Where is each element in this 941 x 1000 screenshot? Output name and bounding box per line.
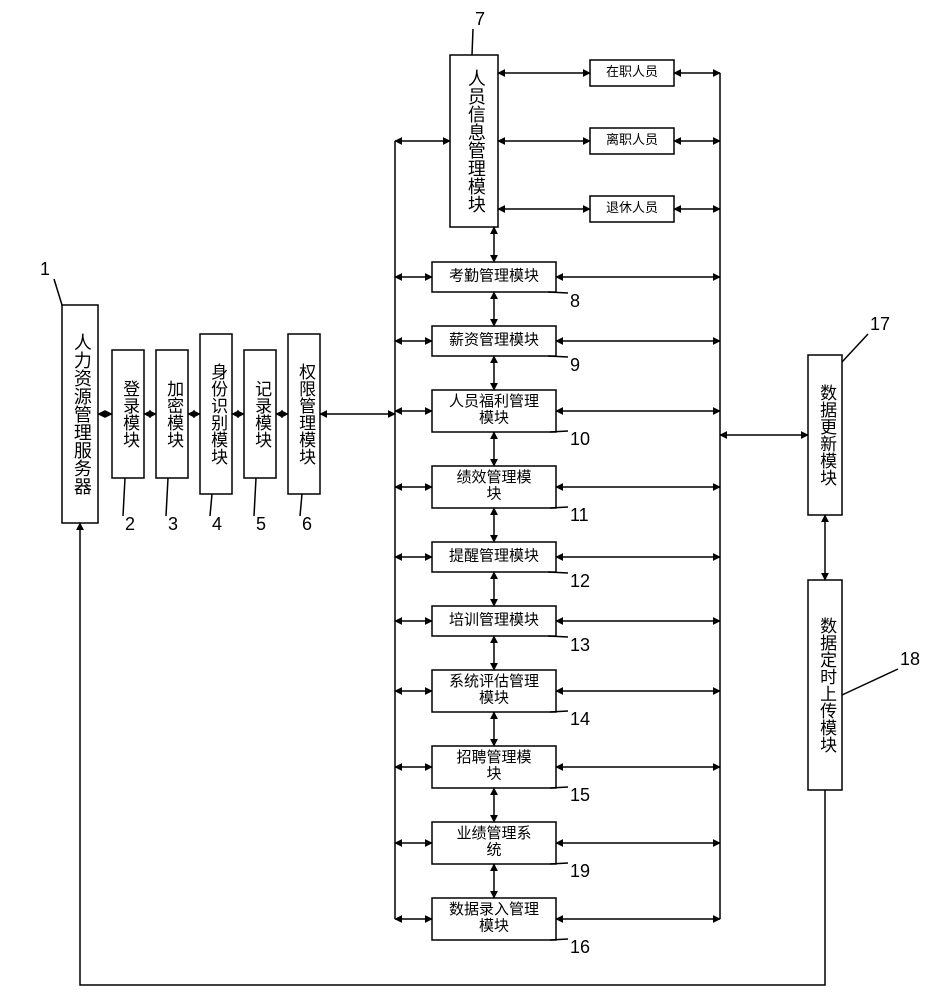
svg-text:模块: 模块 [479,918,509,935]
svg-text:权限管理模块: 权限管理模块 [296,363,316,465]
svg-text:数据定时上传模块: 数据定时上传模块 [817,617,837,753]
svg-text:5: 5 [256,514,266,534]
svg-text:11: 11 [570,505,589,525]
svg-text:块: 块 [486,766,501,783]
svg-text:17: 17 [870,314,890,334]
svg-text:2: 2 [125,514,135,534]
svg-text:薪资管理模块: 薪资管理模块 [449,331,539,348]
svg-text:模块: 模块 [479,690,509,707]
svg-text:记录模块: 记录模块 [252,380,272,448]
svg-text:数据录入管理: 数据录入管理 [449,901,539,918]
svg-text:提醒管理模块: 提醒管理模块 [449,547,539,564]
svg-text:登录模块: 登录模块 [120,380,140,448]
svg-text:15: 15 [570,785,590,805]
svg-text:在职人员: 在职人员 [606,64,658,79]
svg-text:19: 19 [570,861,590,881]
svg-text:人力资源管理服务器: 人力资源管理服务器 [72,333,92,495]
svg-text:13: 13 [570,635,590,655]
svg-text:人员信息管理模块: 人员信息管理模块 [466,69,486,213]
svg-text:退休人员: 退休人员 [606,200,658,215]
svg-text:4: 4 [212,514,222,534]
svg-text:离职人员: 离职人员 [606,132,658,147]
svg-text:业绩管理系: 业绩管理系 [456,825,531,842]
svg-text:加密模块: 加密模块 [164,380,184,448]
svg-text:10: 10 [570,429,590,449]
svg-text:6: 6 [302,514,312,534]
svg-text:考勤管理模块: 考勤管理模块 [449,267,539,284]
svg-text:12: 12 [570,571,590,591]
svg-text:绩效管理模: 绩效管理模 [456,469,531,486]
svg-text:3: 3 [168,514,178,534]
svg-text:数据更新模块: 数据更新模块 [817,384,837,486]
svg-text:9: 9 [570,355,580,375]
svg-text:统: 统 [486,842,501,859]
svg-text:培训管理模块: 培训管理模块 [449,611,539,628]
svg-text:人员福利管理: 人员福利管理 [449,393,539,410]
svg-text:16: 16 [570,937,590,957]
svg-text:身份识别模块: 身份识别模块 [208,363,228,465]
svg-text:8: 8 [570,291,580,311]
svg-text:18: 18 [900,649,920,669]
svg-text:模块: 模块 [479,410,509,427]
svg-text:7: 7 [475,9,485,29]
svg-text:系统评估管理: 系统评估管理 [449,673,539,690]
svg-text:14: 14 [570,709,590,729]
svg-text:招聘管理模: 招聘管理模 [456,749,531,766]
svg-text:1: 1 [40,259,50,279]
svg-text:块: 块 [486,486,501,503]
